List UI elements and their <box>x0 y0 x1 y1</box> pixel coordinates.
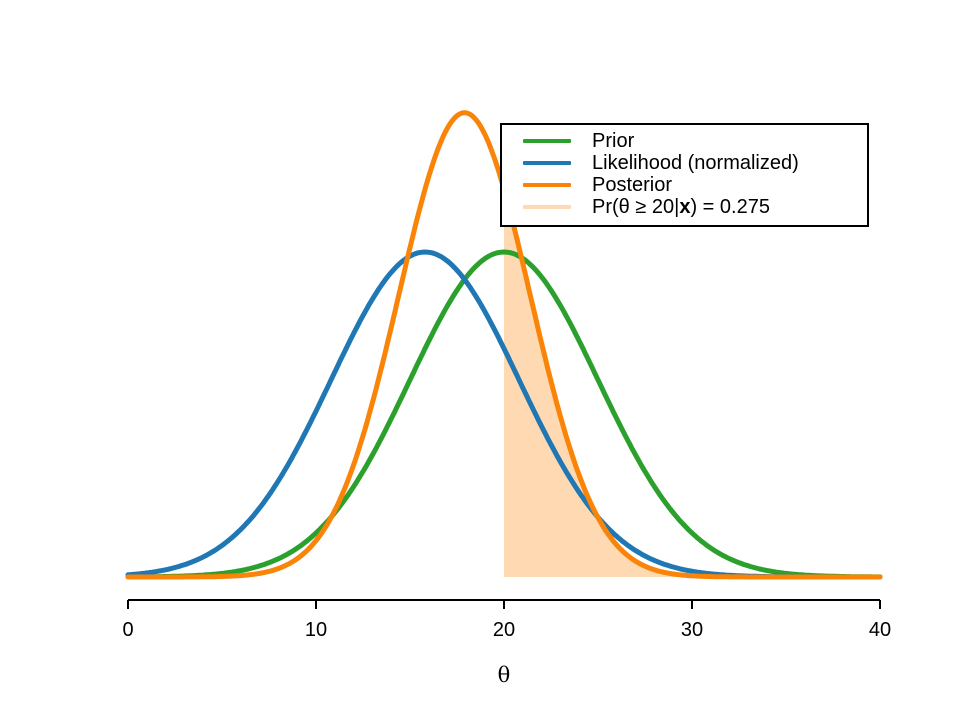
x-axis-tick-label: 0 <box>122 619 133 641</box>
legend-item-tail-probability: Pr(θ ≥ 20|x) = 0.275 <box>502 196 867 218</box>
legend-item-likelihood: Likelihood (normalized) <box>502 152 867 174</box>
tail-probability-suffix: ) = 0.275 <box>690 196 770 218</box>
x-axis-title: θ <box>498 663 511 687</box>
prior-curve <box>125 249 883 580</box>
legend-label-likelihood: Likelihood (normalized) <box>592 152 799 174</box>
x-axis: 0 10 20 30 40 θ <box>122 599 891 687</box>
prior-line-swatch <box>523 139 571 143</box>
legend-label-prior: Prior <box>592 130 635 152</box>
likelihood-line-swatch <box>523 161 571 165</box>
legend-item-posterior: Posterior <box>502 174 867 196</box>
legend-label-tail-probability: Pr(θ ≥ 20|x) = 0.275 <box>592 196 770 218</box>
x-axis-tick-label: 20 <box>493 619 515 641</box>
posterior-tail-fill <box>504 189 880 577</box>
x-axis-tick-label: 10 <box>305 619 327 641</box>
tail-probability-bold-x: x <box>679 196 691 218</box>
legend-item-prior: Prior <box>502 130 867 152</box>
x-axis-tick-label: 40 <box>869 619 891 641</box>
legend-label-posterior: Posterior <box>592 174 673 196</box>
posterior-line-swatch <box>523 183 571 187</box>
x-axis-tick-label: 30 <box>681 619 703 641</box>
tail-probability-prefix: Pr(θ ≥ 20| <box>592 196 680 218</box>
legend: Prior Likelihood (normalized) Posterior … <box>500 123 869 227</box>
tail-fill-swatch <box>523 205 571 209</box>
